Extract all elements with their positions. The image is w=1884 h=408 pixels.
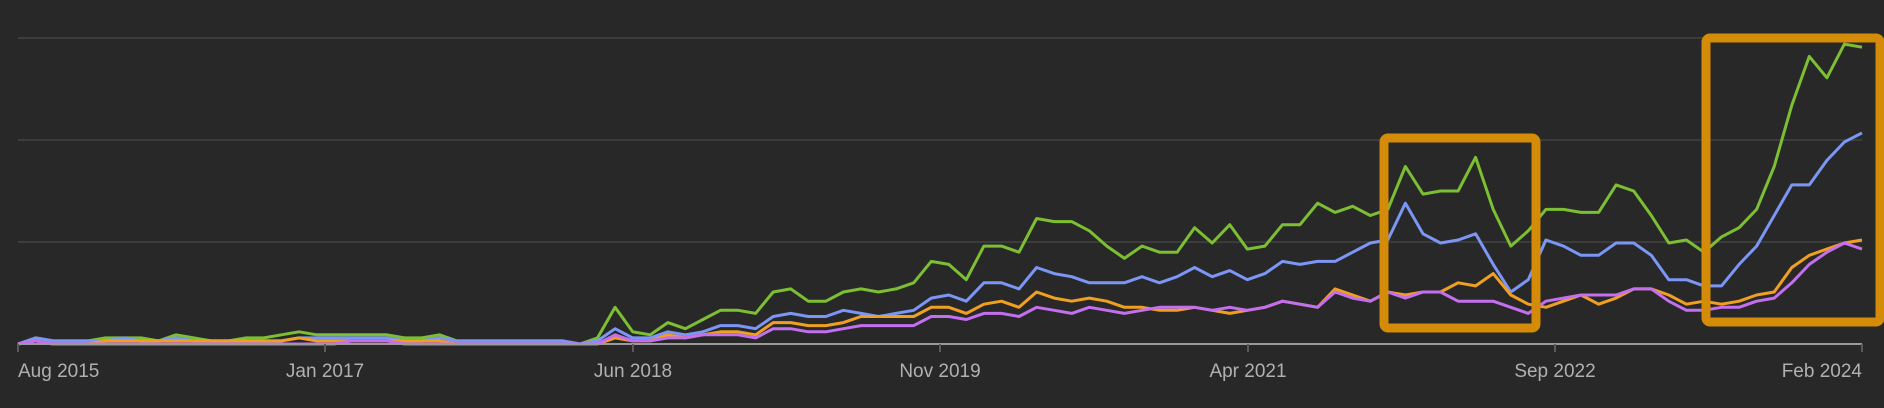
highlight-box-2 xyxy=(1701,33,1884,327)
x-tick-label: Sep 2022 xyxy=(1514,361,1595,382)
x-tick-label: Apr 2021 xyxy=(1209,361,1286,382)
series-line-blue xyxy=(17,131,1863,346)
highlight-box-1 xyxy=(1379,133,1541,333)
x-tick-label: Feb 2024 xyxy=(1782,361,1863,382)
highlight-boxes xyxy=(1379,33,1884,333)
series-lines xyxy=(17,42,1863,346)
x-axis-ticks: Aug 2015 Jan 2017 Jun 2018 Nov 2019 Apr 2021… xyxy=(17,344,1863,382)
x-tick-label: Aug 2015 xyxy=(18,361,99,382)
series-line-orange xyxy=(17,238,1863,346)
x-tick-label: Jun 2018 xyxy=(594,361,672,382)
series-line-purple xyxy=(17,241,1863,346)
x-tick-label: Jan 2017 xyxy=(286,361,364,382)
x-tick-label: Nov 2019 xyxy=(899,361,980,382)
series-line-green xyxy=(17,42,1863,346)
